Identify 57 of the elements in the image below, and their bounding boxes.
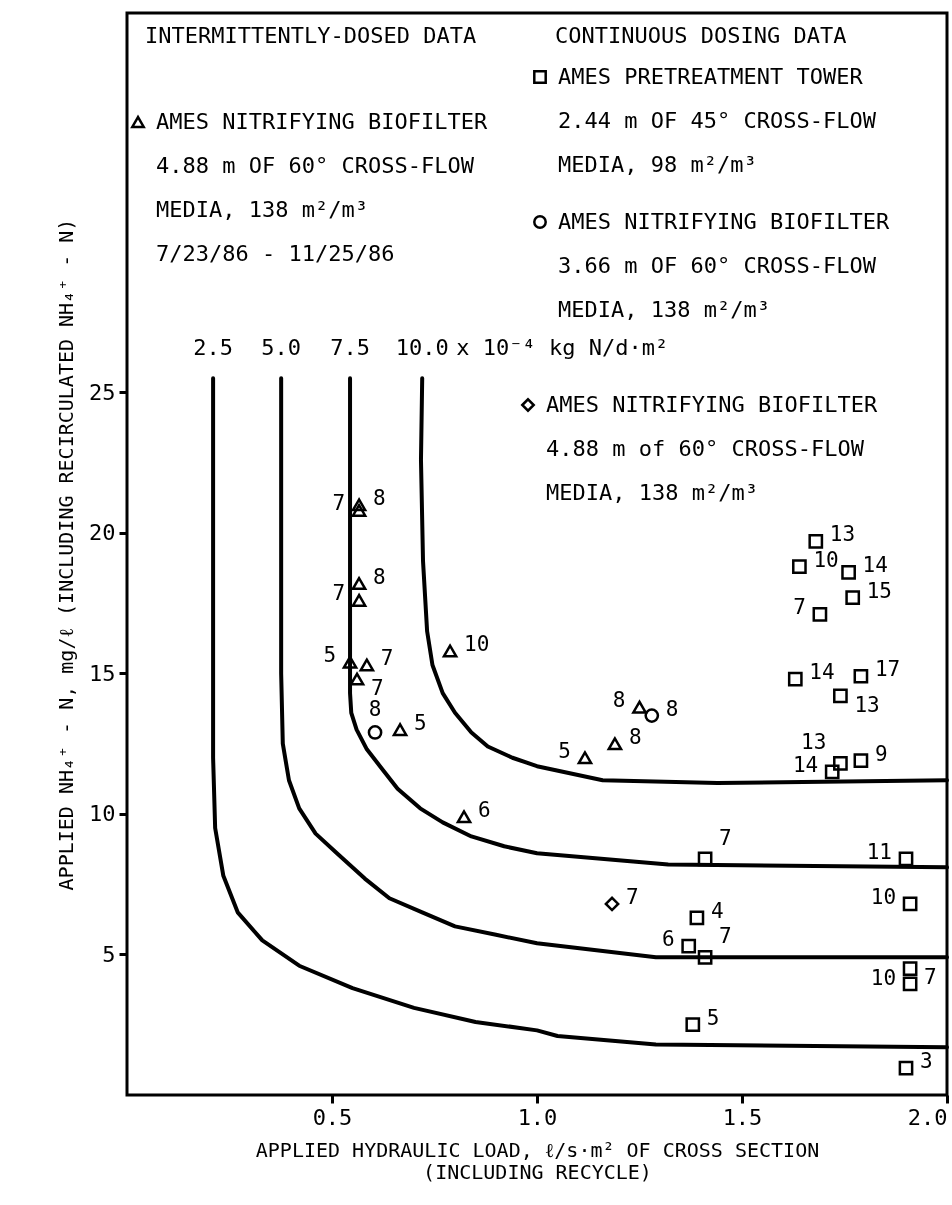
y-tick-label: 10 [89, 801, 116, 827]
x-tick-label: 2.0 [907, 1104, 948, 1130]
annotation: 11 [866, 839, 892, 864]
annotation: 3 [920, 1049, 933, 1074]
annotation: INTERMITTENTLY-DOSED DATA [145, 23, 477, 48]
annotation: 7 [380, 646, 394, 671]
annotation: 13 [829, 522, 856, 547]
series-label: 2.5 [193, 335, 233, 361]
annotation: 7 [332, 581, 346, 606]
annotation: 13 [854, 692, 880, 717]
annotation: 7 [626, 884, 639, 909]
legend-label: AMES NITRIFYING BIOFILTER 3.66 m OF 60° CROSS-FLOW MEDIA, 138 m²/m³ [558, 209, 890, 322]
annotation: 4 [710, 898, 724, 923]
legend-label: AMES PRETREATMENT TOWER 2.44 m OF 45° CROSS-FLOW MEDIA, 98 m²/m³ [558, 64, 877, 177]
annotation: 6 [662, 927, 675, 952]
series-label: 5.0 [261, 335, 302, 361]
annotation: 7 [793, 595, 806, 620]
annotation: 8 [373, 564, 386, 589]
annotation: 8 [373, 485, 386, 510]
annotation: 9 [874, 741, 888, 766]
series-label: 10.0 [395, 335, 449, 361]
legend-label: AMES NITRIFYING BIOFILTER 4.88 m of 60° CROSS-FLOW MEDIA, 138 m²/m³ [546, 392, 878, 505]
legend-label: AMES NITRIFYING BIOFILTER 4.88 m OF 60° CROSS-FLOW MEDIA, 138 m²/m³ 7/23/86 - 11/25/86 [156, 109, 488, 266]
annotation: CONTINUOUS DOSING DATA [555, 23, 847, 48]
annotation: 7 [719, 825, 732, 850]
annotation: 17 [874, 657, 901, 682]
x-tick-label: 1.5 [722, 1104, 763, 1130]
annotation: 10 [464, 631, 490, 656]
y-tick-label: 15 [89, 660, 116, 686]
annotation: 7 [332, 491, 346, 516]
annotation: 8 [628, 724, 642, 749]
annotation: 14 [792, 752, 819, 777]
annotation: 5 [706, 1005, 720, 1030]
annotation: 6 [478, 797, 491, 822]
series-label: 7.5 [330, 335, 370, 361]
annotation: 5 [414, 710, 427, 735]
x-tick-label: 0.5 [312, 1104, 353, 1130]
y-tick-label: 5 [102, 941, 116, 967]
y-tick-label: 25 [89, 379, 116, 405]
annotation: 7 [719, 924, 732, 949]
annotation: 13 [801, 730, 827, 755]
annotation: 14 [862, 553, 888, 578]
annotation: 8 [612, 688, 626, 713]
annotation: 5 [323, 643, 337, 668]
y-axis-title: APPLIED NH₄⁺ - N, mg/ℓ (INCLUDING RECIRCULATED NH₄⁺ - N) [54, 218, 79, 891]
y-tick-label: 20 [89, 520, 116, 546]
annotation: 14 [809, 660, 835, 685]
annotation: 7 [924, 964, 937, 989]
annotation: 8 [665, 696, 679, 721]
x-tick-label: 1.0 [517, 1104, 558, 1130]
annotation: x 10⁻⁴ kg N/d·m² [456, 335, 669, 361]
annotation: 15 [866, 578, 892, 603]
annotation: 5 [558, 738, 571, 763]
annotation: 10 [813, 547, 839, 572]
annotation: 10 [870, 884, 897, 909]
annotation: 10 [870, 965, 897, 990]
x-axis-title: APPLIED HYDRAULIC LOAD, ℓ/s·m² OF CROSS SECTION (INCLUDING RECYCLE) [255, 1137, 820, 1184]
